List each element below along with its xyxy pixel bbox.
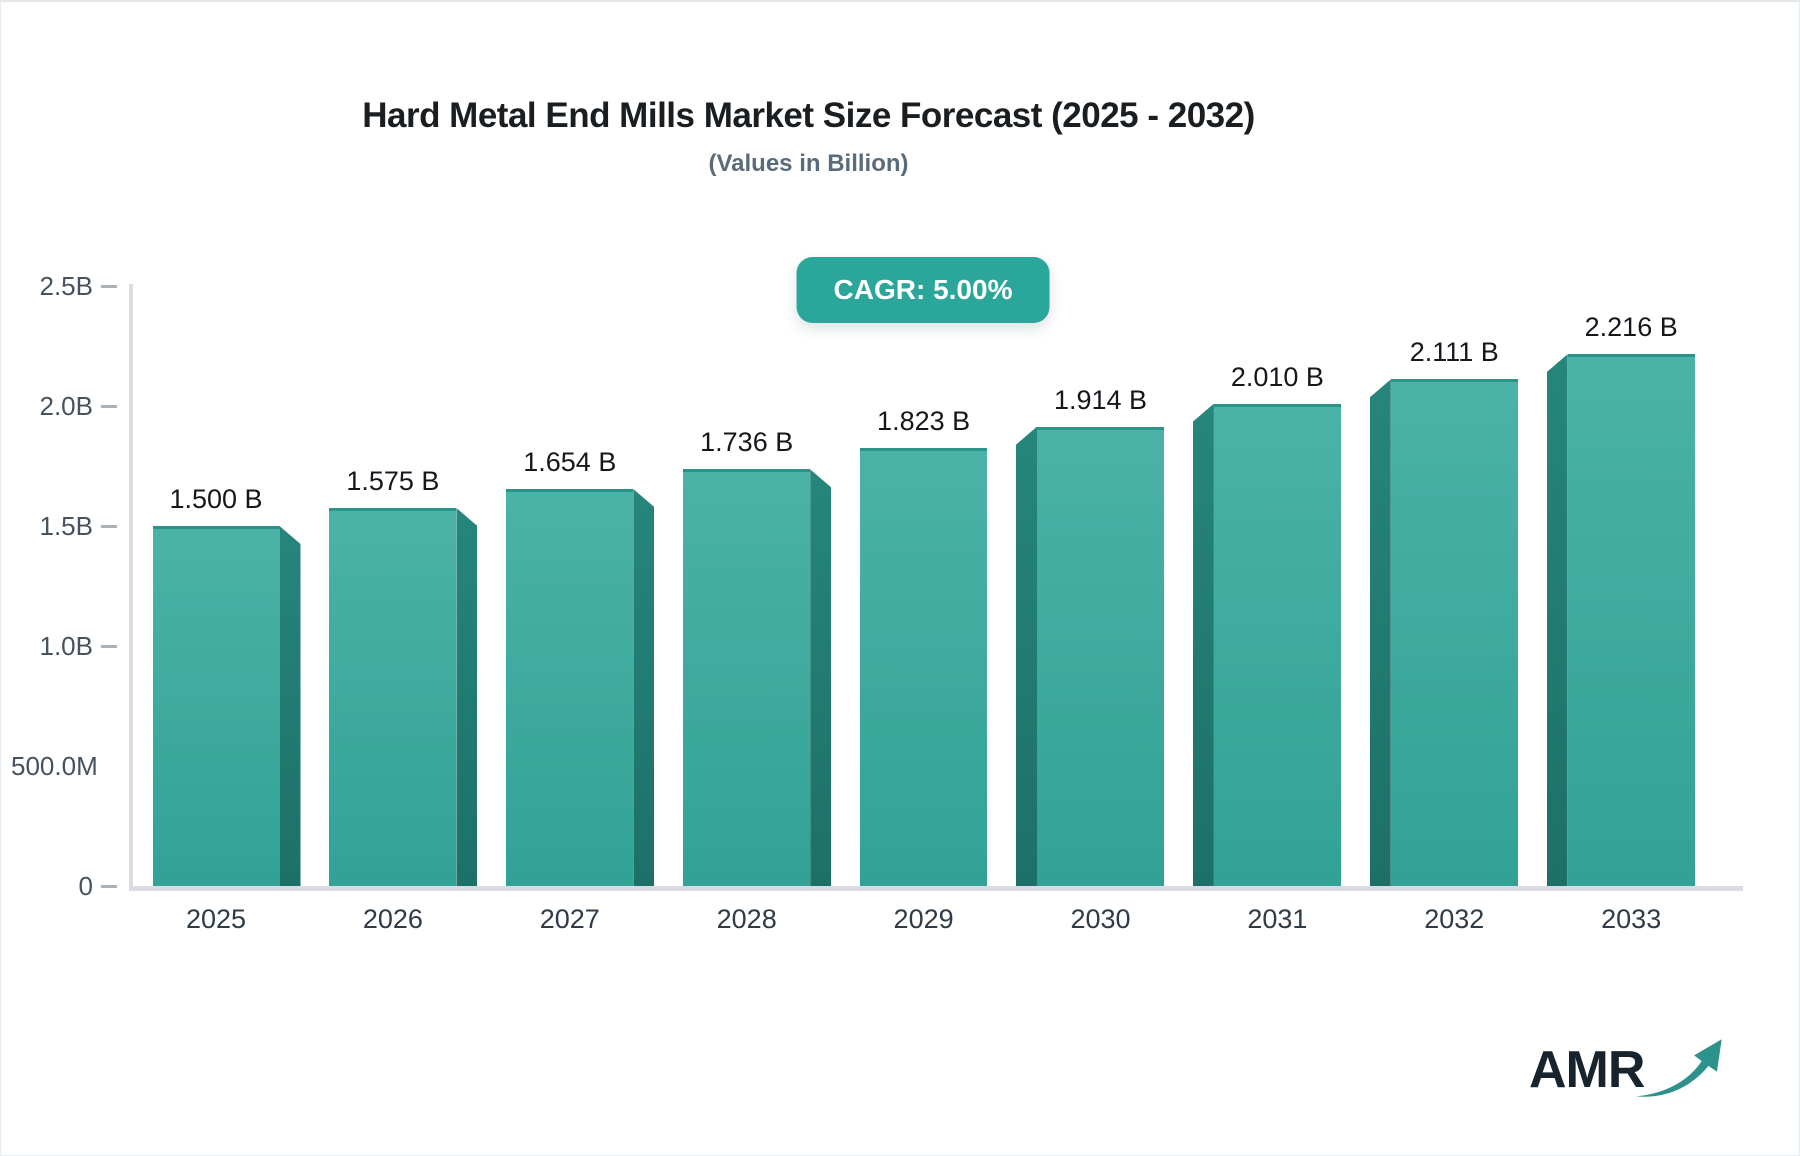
chart-header: Hard Metal End Mills Market Size Forecas… xyxy=(1,96,1616,178)
x-axis-label: 2031 xyxy=(1247,904,1308,934)
bar-side-face xyxy=(1546,354,1568,886)
bar-value-label: 2.111 B xyxy=(1409,337,1499,368)
x-axis-label: 2033 xyxy=(1601,904,1662,934)
x-axis-label: 2030 xyxy=(1070,904,1131,934)
y-axis-label: 0 xyxy=(78,871,93,901)
y-axis-tick xyxy=(101,285,117,288)
bar-2030 xyxy=(1037,426,1164,886)
bar-2026 xyxy=(329,508,457,886)
y-axis-label: 2.5B xyxy=(39,271,94,301)
bar-value-label: 1.736 B xyxy=(700,427,794,458)
y-axis-line xyxy=(129,284,133,891)
x-axis-label: 2026 xyxy=(362,904,423,934)
bar-side-face xyxy=(810,469,832,886)
bar-2033 xyxy=(1567,354,1695,886)
x-axis-label: 2029 xyxy=(893,904,954,934)
logo-text: AMR xyxy=(1529,1041,1645,1099)
amr-logo: AMR xyxy=(1529,1024,1723,1106)
bar-value-label: 1.823 B xyxy=(877,406,971,437)
bar-side-face xyxy=(456,508,478,886)
x-axis-label: 2027 xyxy=(539,904,600,934)
bar-2029 xyxy=(860,448,988,886)
x-axis-label: 2025 xyxy=(185,904,247,934)
y-axis-label: 500.0M xyxy=(11,751,98,781)
x-axis-line xyxy=(129,886,1743,891)
bar-value-label: 2.216 B xyxy=(1584,312,1678,343)
bar-value-label: 1.500 B xyxy=(169,484,263,514)
y-axis-label: 2.0B xyxy=(39,391,94,421)
chart-title: Hard Metal End Mills Market Size Forecas… xyxy=(362,96,1255,135)
bar-2028 xyxy=(683,469,811,886)
bar-side-face xyxy=(633,489,655,886)
x-axis-label: 2028 xyxy=(716,904,777,934)
y-axis-label: 1.5B xyxy=(39,511,94,541)
y-axis-tick xyxy=(101,885,117,888)
y-axis-label: 1.0B xyxy=(39,631,94,661)
bar-value-label: 1.654 B xyxy=(523,447,617,478)
bar-value-label: 1.575 B xyxy=(346,466,440,496)
bar-2027 xyxy=(506,489,634,886)
bar-2025 xyxy=(152,526,280,886)
bar-side-face xyxy=(1016,426,1037,886)
bar-side-face xyxy=(279,526,301,886)
bar-2031 xyxy=(1213,403,1341,886)
y-axis-tick xyxy=(101,405,117,408)
bar-value-label: 2.010 B xyxy=(1230,361,1324,392)
bar-side-face xyxy=(1369,379,1391,886)
y-axis-tick xyxy=(101,525,117,528)
bar-side-face xyxy=(1192,403,1214,886)
x-axis-label: 2032 xyxy=(1424,904,1485,934)
cagr-badge: CAGR: 5.00% xyxy=(796,257,1050,323)
bar-2032 xyxy=(1390,379,1518,886)
chart-subtitle: (Values in Billion) xyxy=(708,150,909,177)
growth-arrow-icon xyxy=(1636,1039,1723,1097)
y-axis-tick xyxy=(101,645,117,648)
bar-value-label: 1.914 B xyxy=(1053,384,1148,415)
